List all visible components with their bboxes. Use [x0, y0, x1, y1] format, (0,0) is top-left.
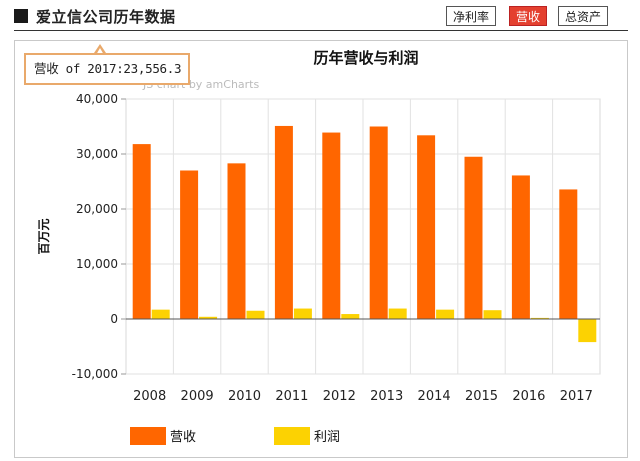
bar-profit — [436, 309, 455, 319]
bar-revenue — [464, 156, 483, 319]
x-tick-label: 2009 — [181, 389, 214, 404]
bar-revenue — [369, 126, 388, 319]
legend-swatch — [130, 427, 166, 445]
y-tick-label: 40,000 — [76, 92, 118, 106]
x-tick-label: 2011 — [275, 389, 308, 404]
bar-revenue — [180, 170, 199, 319]
bar-profit — [483, 310, 502, 319]
x-tick-label: 2013 — [370, 389, 403, 404]
legend-label: 利润 — [314, 430, 340, 445]
bar-profit — [578, 319, 597, 343]
x-tick-label: 2015 — [465, 389, 498, 404]
y-tick-label: 20,000 — [76, 202, 118, 216]
bar-profit — [530, 317, 549, 319]
bar-revenue — [511, 175, 530, 319]
y-tick-label: 30,000 — [76, 147, 118, 161]
bar-revenue — [559, 189, 578, 319]
bar-profit — [388, 308, 407, 319]
bar-profit — [151, 309, 170, 319]
bar-profit — [199, 316, 218, 319]
y-tick-label: 0 — [110, 312, 118, 326]
page-header: 爱立信公司历年数据 净利率 营收 总资产 — [0, 0, 640, 34]
legend-swatch — [274, 427, 310, 445]
tooltip-arrow-inner — [96, 47, 104, 55]
tab-revenue[interactable]: 营收 — [509, 6, 548, 26]
tab-total-assets[interactable]: 总资产 — [558, 6, 609, 26]
page-title: 爱立信公司历年数据 — [36, 8, 176, 26]
bar-profit — [246, 310, 265, 319]
x-tick-label: 2017 — [560, 389, 593, 404]
x-tick-label: 2010 — [228, 389, 261, 404]
bar-profit — [341, 314, 360, 319]
bar-revenue — [132, 144, 151, 319]
tab-net-margin[interactable]: 净利率 — [446, 6, 497, 26]
chart-tooltip: 营收 of 2017:23,556.3 — [24, 53, 190, 85]
x-tick-label: 2014 — [418, 389, 451, 404]
y-tick-label: -10,000 — [72, 367, 118, 381]
legend-label: 营收 — [170, 430, 196, 445]
bar-revenue — [322, 132, 341, 319]
bar-revenue — [274, 125, 293, 319]
x-tick-label: 2016 — [512, 389, 545, 404]
y-axis-label: 百万元 — [37, 218, 51, 254]
bar-revenue — [417, 135, 436, 319]
bar-revenue — [227, 163, 246, 319]
x-tick-label: 2008 — [133, 389, 166, 404]
bar-profit — [293, 308, 312, 319]
chart-title: 历年营收与利润 — [313, 49, 418, 67]
y-tick-label: 10,000 — [76, 257, 118, 271]
header-divider — [14, 30, 628, 31]
x-tick-label: 2012 — [323, 389, 356, 404]
header-square-icon — [14, 9, 28, 23]
